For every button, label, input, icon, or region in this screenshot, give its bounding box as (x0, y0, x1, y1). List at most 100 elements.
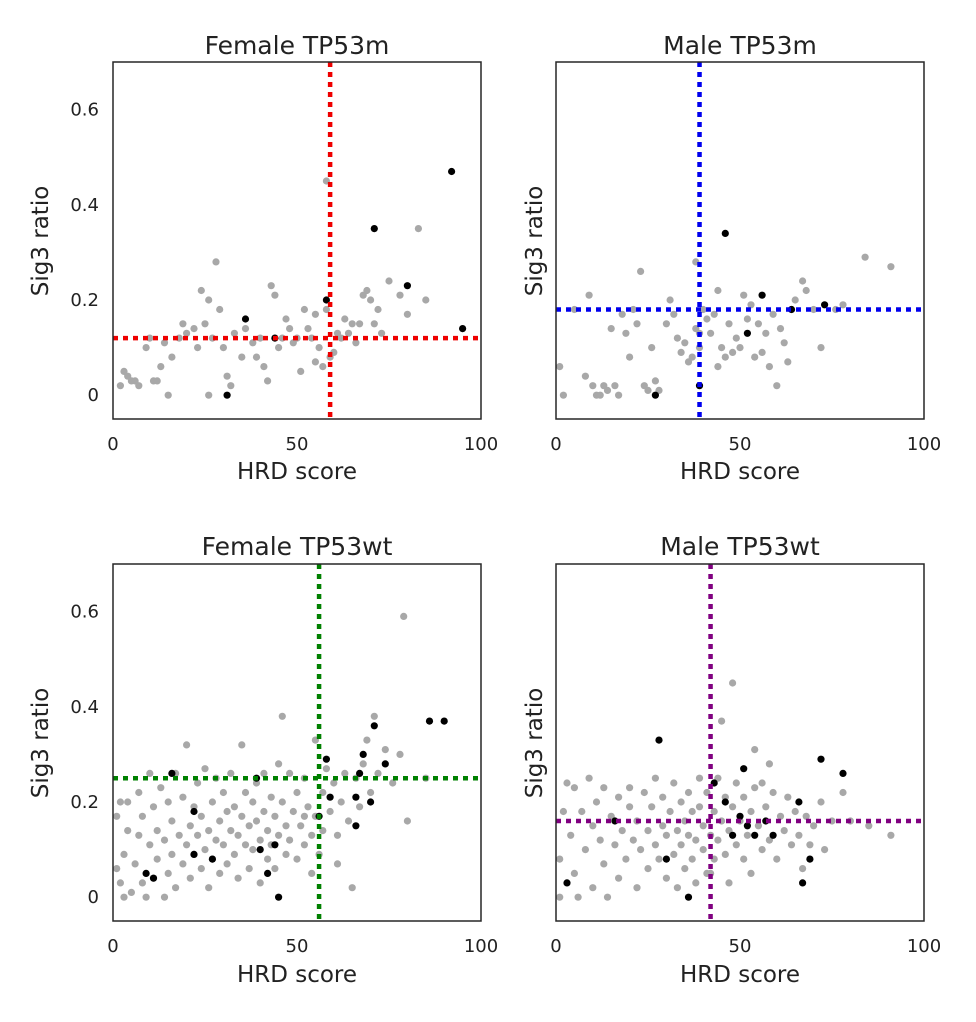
data-point-gray (260, 769, 268, 778)
data-point-black (729, 831, 737, 839)
data-point-gray (271, 812, 279, 820)
data-point-gray (773, 855, 781, 863)
data-point-gray (322, 765, 330, 773)
data-point-gray (356, 803, 364, 811)
data-point-black (839, 769, 847, 778)
data-point-gray (762, 803, 770, 811)
data-point-gray (252, 353, 261, 361)
data-point-gray (138, 812, 146, 820)
data-point-gray (227, 769, 235, 778)
data-point-gray (113, 865, 121, 873)
data-point-gray (651, 377, 660, 385)
data-point-gray (817, 798, 825, 806)
data-point-gray (400, 612, 408, 621)
data-point-gray (293, 788, 301, 797)
plot-area (113, 564, 481, 921)
data-point-gray (618, 827, 626, 835)
data-point-gray (223, 860, 231, 868)
data-point-gray (626, 784, 634, 792)
data-point-gray (344, 817, 353, 825)
data-point-gray (367, 788, 375, 797)
data-point-gray (197, 812, 205, 820)
data-point-gray (556, 363, 564, 371)
data-point-black (352, 793, 360, 801)
data-point-gray (124, 827, 132, 835)
data-point-gray (278, 798, 286, 806)
data-point-gray (179, 860, 187, 868)
data-point-gray (333, 860, 342, 868)
data-point-gray (615, 391, 623, 399)
data-point-gray (633, 320, 641, 328)
data-point-gray (227, 827, 235, 835)
data-point-gray (769, 788, 777, 797)
data-point-black (425, 717, 434, 725)
data-point-gray (751, 746, 759, 754)
data-point-gray (629, 305, 637, 314)
data-point-black (662, 855, 671, 863)
data-point-gray (673, 827, 682, 835)
data-point-gray (695, 774, 704, 782)
data-point-gray (887, 263, 895, 271)
x-tick-label: 50 (729, 936, 752, 957)
data-point-gray (267, 793, 275, 801)
data-point-black (721, 229, 729, 237)
data-point-gray (234, 831, 242, 839)
data-point-gray (341, 315, 349, 323)
data-point-gray (574, 893, 582, 901)
data-point-gray (725, 879, 733, 887)
data-point-gray (743, 315, 752, 323)
data-point-gray (622, 329, 630, 337)
data-point-gray (282, 850, 290, 859)
data-point-gray (559, 807, 568, 816)
data-point-gray (821, 846, 829, 854)
data-point-gray (802, 812, 810, 820)
data-point-gray (230, 803, 238, 811)
data-point-black (721, 798, 729, 806)
panel-title: Male TP53wt (660, 532, 820, 561)
data-point-gray (422, 296, 430, 304)
data-point-black (403, 282, 411, 290)
data-point-gray (333, 831, 342, 839)
data-point-gray (762, 329, 770, 337)
data-point-gray (699, 822, 707, 830)
data-point-gray (729, 803, 737, 811)
data-point-gray (238, 353, 246, 361)
data-point-gray (363, 736, 371, 744)
data-point-gray (374, 305, 382, 314)
data-point-black (352, 822, 360, 830)
data-point-gray (802, 286, 810, 295)
data-point-gray (153, 855, 161, 863)
data-point-gray (714, 286, 722, 295)
data-point-gray (839, 301, 847, 309)
data-point-black (817, 755, 825, 763)
data-point-gray (194, 779, 202, 787)
data-point-gray (810, 305, 818, 314)
data-point-gray (116, 798, 124, 806)
data-point-black (740, 765, 748, 773)
data-point-black (271, 841, 279, 849)
data-point-gray (585, 291, 593, 299)
data-point-gray (153, 377, 161, 385)
data-point-gray (688, 807, 696, 816)
data-point-gray (168, 817, 176, 825)
data-point-gray (662, 831, 671, 839)
data-point-gray (589, 822, 597, 830)
data-point-gray (120, 850, 128, 859)
x-axis-label: HRD score (680, 459, 800, 485)
data-point-gray (403, 310, 411, 318)
data-point-gray (164, 798, 172, 806)
data-point-gray (282, 315, 290, 323)
panel-male-tp53wt: Male TP53wt HRD score Sig3 ratio 0 50 100 (522, 532, 941, 988)
data-point-gray (618, 310, 626, 318)
data-point-gray (396, 291, 404, 299)
y-axis-label: Sig3 ratio (522, 688, 548, 799)
data-point-gray (311, 310, 319, 318)
data-point-gray (626, 353, 634, 361)
data-point-black (821, 301, 829, 309)
data-point-gray (765, 363, 774, 371)
data-point-gray (385, 277, 393, 285)
data-point-gray (637, 846, 645, 854)
y-axis-label: Sig3 ratio (522, 186, 548, 297)
data-point-gray (205, 391, 213, 399)
